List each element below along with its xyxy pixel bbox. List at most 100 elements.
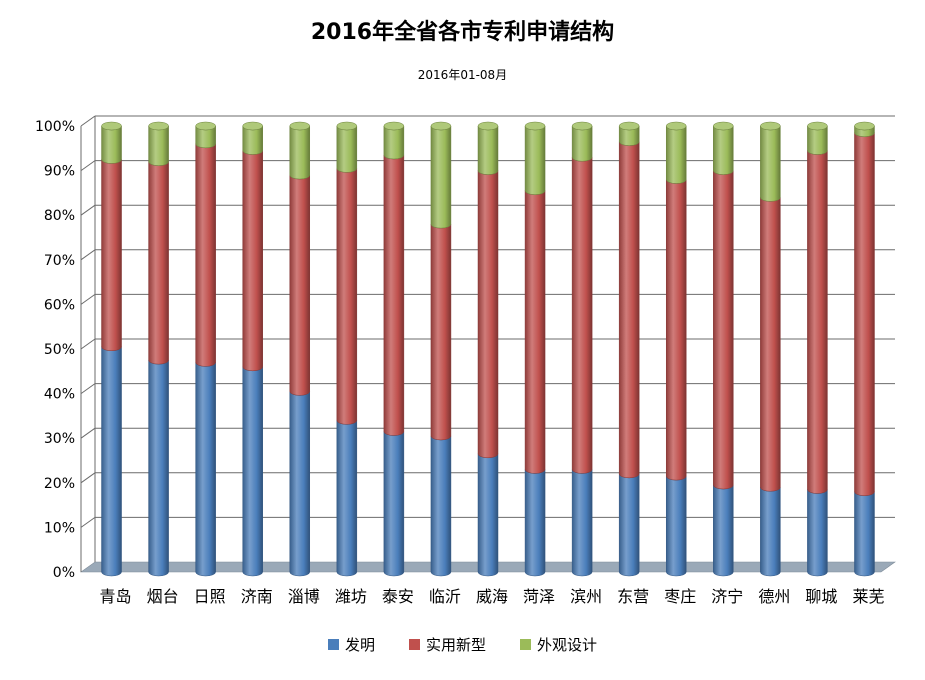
bar-segment	[101, 159, 122, 352]
bar-top-cap	[477, 121, 499, 131]
chart-legend: 发明 实用新型 外观设计	[0, 634, 925, 655]
bar-segment	[807, 489, 828, 577]
bar-segment	[807, 150, 828, 494]
bar-segment	[383, 154, 405, 436]
y-tick-label: 90%	[44, 164, 75, 180]
bar-top-cap	[807, 121, 828, 131]
bar-segment	[148, 125, 169, 166]
legend-label: 外观设计	[537, 636, 598, 654]
chart-title: 2016年全省各市专利申请结构	[310, 20, 615, 45]
bar-segment	[713, 484, 734, 577]
legend-item: 发明	[327, 634, 375, 655]
x-tick-label: 滨州	[570, 587, 602, 606]
bar-top-cap	[148, 121, 169, 131]
bar-segment	[336, 125, 358, 173]
gridline-depth	[80, 249, 96, 261]
x-tick-label: 淄博	[288, 587, 320, 606]
bar-segment	[524, 190, 546, 474]
bar-segment	[665, 179, 687, 481]
x-tick-label: 菏泽	[523, 587, 555, 606]
bar-segment	[289, 391, 311, 577]
x-tick-label: 烟台	[147, 587, 179, 606]
bar-segment	[383, 431, 405, 577]
gridline-depth	[80, 427, 96, 439]
bar-top-cap	[760, 121, 781, 131]
bar-top-cap	[854, 121, 875, 131]
bar-segment	[101, 346, 122, 577]
x-tick-label: 泰安	[382, 587, 414, 606]
legend-swatch	[408, 639, 420, 650]
bar-top-cap	[383, 121, 405, 131]
bar-segment	[430, 224, 452, 441]
bar-segment	[807, 125, 828, 155]
gridline-depth	[80, 383, 96, 395]
bar-segment	[571, 157, 593, 474]
gridline-depth	[80, 293, 96, 305]
bar-segment	[854, 491, 875, 577]
bar-segment	[571, 469, 593, 577]
bar-segment	[760, 125, 781, 202]
gridline-depth	[80, 204, 96, 216]
bar-segment	[148, 360, 169, 577]
bar-segment	[289, 125, 311, 180]
y-tick-label: 60%	[44, 297, 75, 313]
bar-segment	[148, 161, 169, 365]
x-tick-label: 威海	[476, 587, 508, 606]
y-tick-label: 30%	[44, 431, 75, 447]
legend-item: 实用新型	[408, 634, 486, 655]
x-tick-label: 潍坊	[335, 587, 367, 606]
bar-segment	[383, 125, 405, 160]
bar-top-cap	[101, 121, 122, 131]
x-tick-label: 枣庄	[664, 587, 696, 606]
gridline-depth	[80, 338, 96, 350]
legend-swatch	[520, 639, 531, 650]
y-tick-label: 100%	[35, 119, 75, 135]
gridline-depth	[80, 115, 96, 127]
gridline-depth	[80, 472, 96, 484]
bar-segment	[195, 362, 216, 577]
x-tick-label: 德州	[758, 587, 790, 606]
bar-segment	[760, 197, 781, 492]
y-tick-label: 10%	[44, 520, 75, 536]
bar-segment	[477, 170, 499, 459]
bar-top-cap	[242, 121, 263, 131]
x-tick-label: 济宁	[711, 587, 743, 606]
y-tick-label: 70%	[44, 253, 75, 269]
bar-segment	[571, 125, 593, 162]
bar-segment	[665, 476, 687, 577]
bar-segment	[713, 170, 734, 490]
x-tick-label: 日照	[194, 587, 226, 606]
gridline-depth	[80, 516, 96, 528]
bar-segment	[760, 487, 781, 577]
legend-item: 外观设计	[520, 634, 597, 655]
bar-segment	[477, 453, 499, 577]
bar-top-cap	[524, 121, 546, 131]
gridline-depth	[80, 160, 96, 172]
bar-segment	[336, 420, 358, 577]
bar-segment	[524, 125, 546, 195]
bar-segment	[618, 141, 640, 479]
legend-swatch	[327, 639, 339, 650]
x-tick-label: 莱芜	[852, 587, 884, 606]
bar-top-cap	[618, 121, 640, 131]
bar-segment	[242, 366, 263, 577]
bar-segment	[524, 469, 546, 577]
x-tick-label: 临沂	[429, 587, 461, 606]
bar-segment	[430, 435, 452, 577]
y-tick-label: 40%	[44, 387, 75, 403]
bar-segment	[289, 174, 311, 396]
y-tick-label: 80%	[44, 208, 75, 224]
bar-segment	[195, 143, 216, 367]
bar-top-cap	[571, 121, 593, 131]
bar-segment	[713, 125, 734, 175]
bar-segment	[101, 125, 122, 164]
bar-top-cap	[195, 121, 216, 131]
legend-label: 发明	[344, 636, 375, 654]
bar-segment	[242, 125, 263, 155]
x-tick-label: 济南	[241, 587, 273, 606]
bar-top-cap	[430, 121, 452, 131]
bar-segment	[336, 168, 358, 425]
y-tick-label: 50%	[44, 342, 75, 358]
bar-segment	[242, 150, 263, 372]
bar-segment	[618, 473, 640, 577]
